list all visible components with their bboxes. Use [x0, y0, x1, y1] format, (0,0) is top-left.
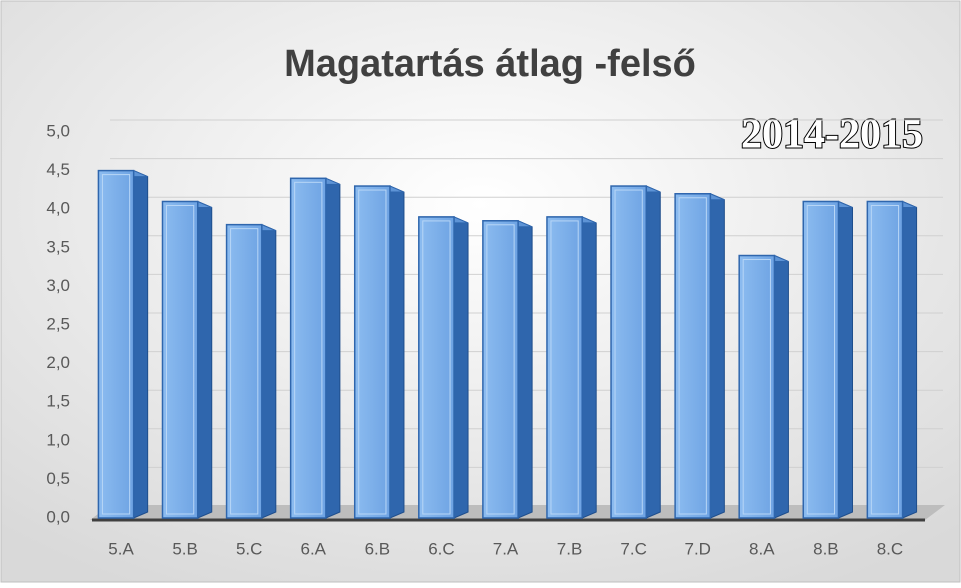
- bar: [418, 216, 469, 519]
- bar-face: [225, 223, 263, 519]
- x-tick-label: 5.B: [172, 539, 198, 558]
- bar-face: [358, 189, 387, 515]
- y-tick-label: 5,0: [46, 121, 70, 140]
- x-tick-label: 7.B: [557, 539, 583, 558]
- bar: [546, 216, 597, 519]
- bar-face: [161, 200, 199, 519]
- bar-face: [517, 220, 533, 519]
- bar-face: [709, 193, 725, 519]
- x-tick-label: 7.A: [493, 539, 519, 558]
- bar-face: [389, 185, 405, 519]
- bar-face: [581, 216, 597, 519]
- bar: [482, 220, 533, 519]
- bar-face: [133, 169, 149, 519]
- x-tick-label: 6.B: [365, 539, 391, 558]
- annotation: 2014-2015: [741, 112, 923, 158]
- bar-face: [230, 228, 259, 515]
- bar: [674, 193, 725, 519]
- bar-face: [838, 200, 854, 519]
- bar-face: [289, 177, 327, 519]
- bar: [866, 200, 918, 519]
- bar-face: [486, 224, 515, 515]
- y-tick-label: 3,5: [46, 237, 70, 256]
- bar-face: [165, 204, 195, 515]
- bar-face: [550, 220, 579, 515]
- y-tick-label: 1,0: [46, 430, 70, 449]
- bar-face: [353, 185, 391, 519]
- bar-face: [197, 200, 213, 519]
- y-tick-label: 1,5: [46, 392, 70, 411]
- x-tick-label: 6.C: [428, 539, 454, 558]
- y-tick-label: 4,0: [46, 199, 70, 218]
- bar-face: [546, 216, 583, 519]
- y-tick-label: 3,0: [46, 276, 70, 295]
- bar: [738, 254, 789, 519]
- x-tick-label: 5.C: [236, 539, 262, 558]
- bar-face: [482, 220, 519, 519]
- y-tick-label: 2,5: [46, 314, 70, 333]
- bar: [289, 177, 341, 519]
- bar-face: [610, 185, 648, 519]
- bar-face: [422, 220, 451, 515]
- bar-face: [645, 185, 661, 519]
- y-tick-label: 4,5: [46, 160, 70, 179]
- bar-face: [866, 200, 904, 519]
- bar-face: [614, 189, 643, 515]
- x-tick-label: 6.A: [301, 539, 327, 558]
- bar-face: [101, 174, 131, 515]
- x-tick-label: 7.C: [620, 539, 646, 558]
- bar-face: [453, 216, 469, 519]
- bar-face: [261, 223, 277, 519]
- bar-face: [674, 193, 712, 519]
- y-tick-label: 2,0: [46, 353, 70, 372]
- x-tick-label: 8.B: [813, 539, 839, 558]
- bar-face: [902, 200, 918, 519]
- bar-face: [870, 204, 900, 515]
- chart-title: Magatartás átlag -felső: [284, 43, 696, 85]
- bar-face: [773, 254, 789, 519]
- bar-face: [325, 177, 341, 519]
- bar: [610, 185, 661, 519]
- bar-face: [97, 169, 135, 519]
- bar-face: [738, 254, 776, 519]
- bar: [225, 223, 277, 519]
- x-tick-label: 8.A: [749, 539, 775, 558]
- bar-face: [294, 181, 323, 515]
- bar: [161, 200, 213, 519]
- x-tick-label: 5.A: [108, 539, 134, 558]
- bar: [97, 169, 149, 519]
- y-tick-label: 0,0: [46, 507, 70, 526]
- y-tick-label: 0,5: [46, 469, 70, 488]
- bar-face: [678, 197, 707, 515]
- bar-face: [418, 216, 455, 519]
- x-tick-label: 7.D: [684, 539, 710, 558]
- bar: [802, 200, 854, 519]
- x-tick-label: 8.C: [877, 539, 903, 558]
- bar-face: [802, 200, 840, 519]
- bar: [353, 185, 405, 519]
- bar-face: [806, 204, 836, 515]
- bar-face: [742, 259, 771, 515]
